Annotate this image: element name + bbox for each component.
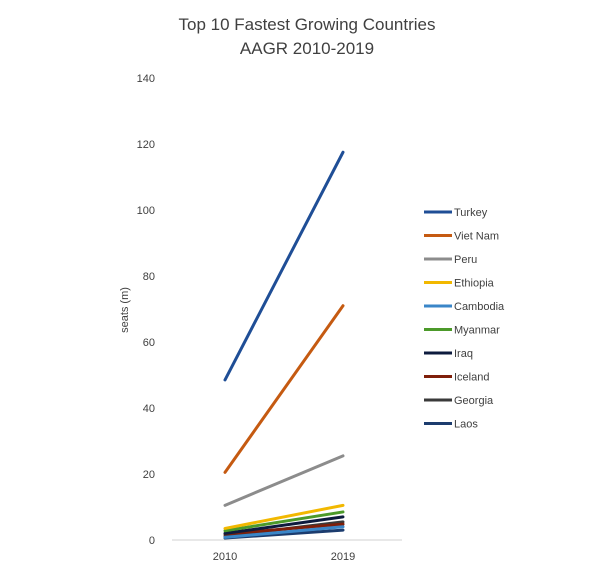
legend-label: Turkey [454, 207, 488, 219]
legend-label: Iraq [454, 348, 473, 360]
series-line [223, 525, 345, 539]
legend: Turkey Viet Nam Peru Ethiopia Cambodia Myanma… [424, 207, 505, 431]
y-tick-label: 60 [143, 337, 155, 349]
y-tick-label: 120 [137, 139, 155, 151]
y-axis-title: seats (m) [119, 287, 131, 333]
y-tick-labels: 0 20 40 60 80 100 120 140 [137, 73, 155, 547]
legend-label: Myanmar [454, 325, 500, 337]
legend-label: Ethiopia [454, 278, 495, 290]
legend-label: Georgia [454, 395, 494, 407]
series-line [223, 515, 345, 535]
y-tick-label: 40 [143, 403, 155, 415]
legend-label: Iceland [454, 372, 489, 384]
y-tick-label: 80 [143, 271, 155, 283]
series-lines [223, 150, 345, 540]
x-tick-label: 2019 [331, 551, 355, 563]
y-tick-label: 20 [143, 469, 155, 481]
series-line [223, 304, 345, 474]
series-line [223, 454, 345, 507]
series-line [223, 510, 345, 533]
x-tick-labels: 2010 2019 [213, 551, 355, 563]
legend-label: Peru [454, 254, 477, 266]
series-line [223, 503, 345, 530]
x-tick-label: 2010 [213, 551, 237, 563]
legend-label: Laos [454, 419, 478, 431]
y-tick-label: 100 [137, 205, 155, 217]
chart-subtitle: AAGR 2010-2019 [240, 39, 374, 58]
series-line [223, 522, 345, 536]
chart-title: Top 10 Fastest Growing Countries [178, 15, 435, 34]
legend-label: Cambodia [454, 301, 505, 313]
y-tick-label: 0 [149, 535, 155, 547]
y-tick-label: 140 [137, 73, 155, 85]
legend-label: Viet Nam [454, 231, 499, 243]
series-line [223, 150, 345, 382]
